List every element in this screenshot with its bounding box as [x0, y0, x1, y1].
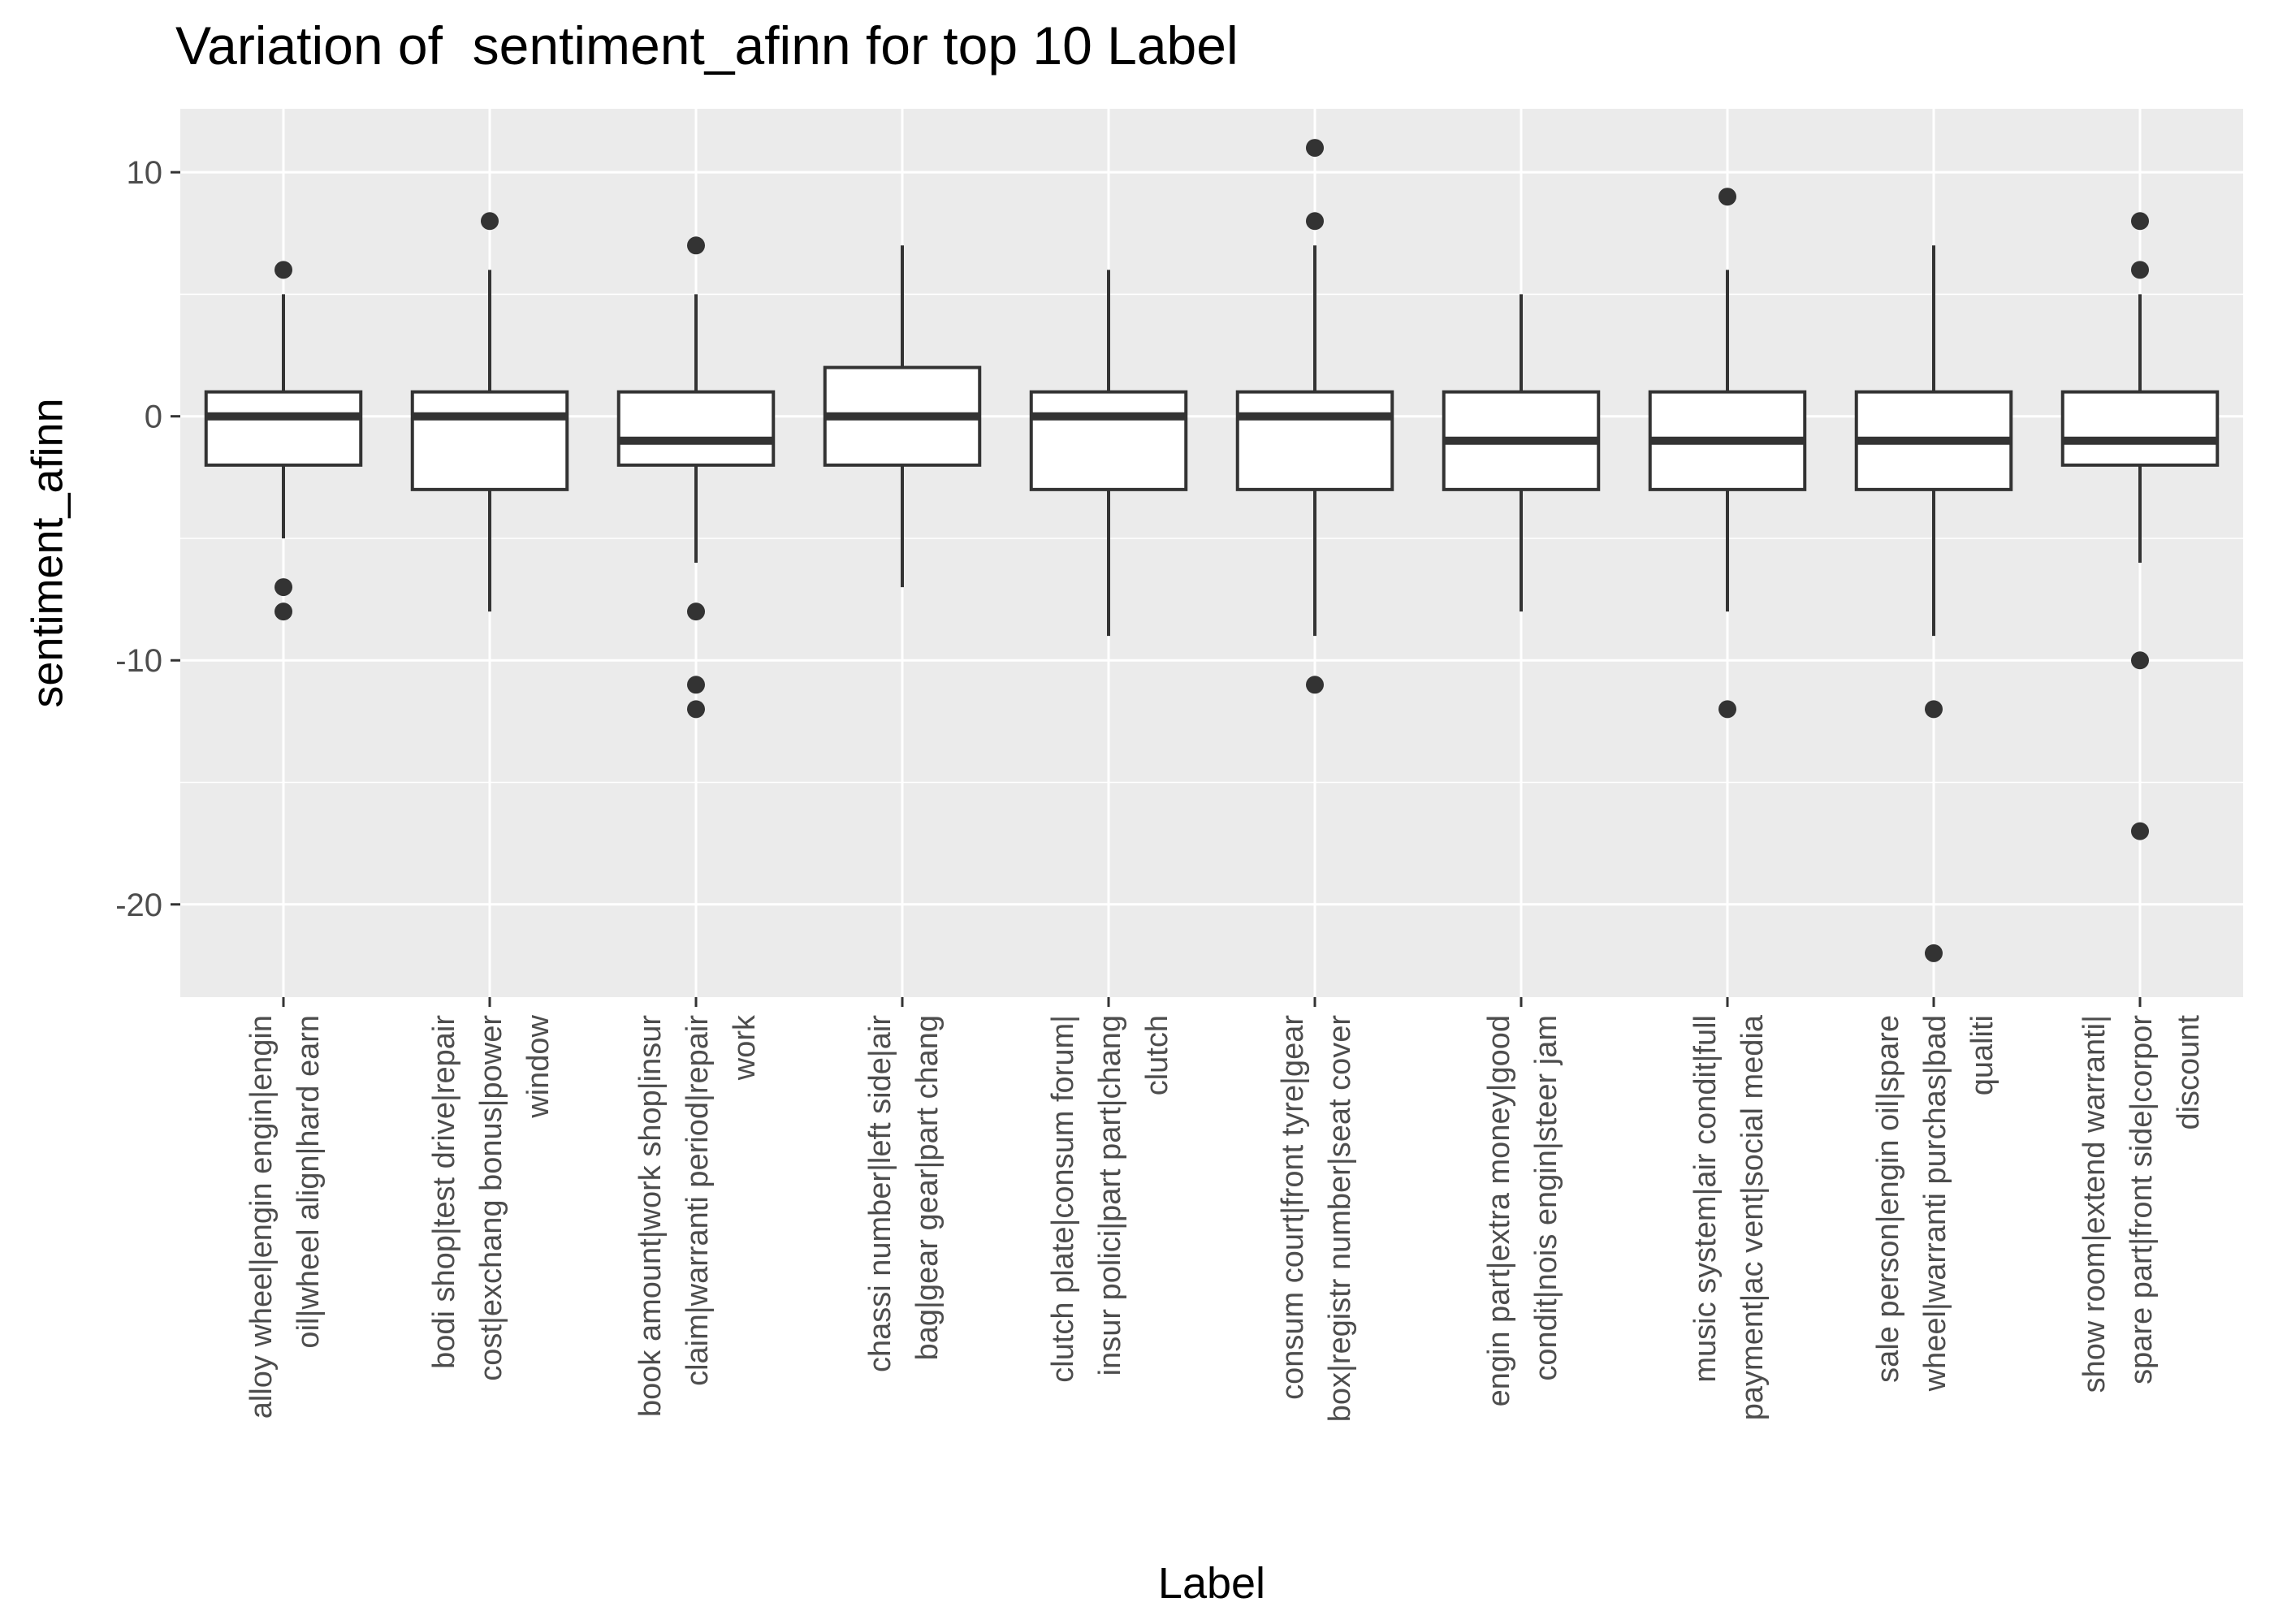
box-group: [823, 245, 982, 588]
box-group: [616, 236, 776, 719]
box: [2060, 390, 2220, 467]
outlier-point: [1718, 188, 1736, 206]
outlier-point: [1306, 676, 1324, 694]
box: [1029, 390, 1188, 491]
x-tick-label-line: work: [728, 1014, 762, 1081]
x-tick-label: clutch plate|consum forum| insur polici|p…: [1046, 1015, 1174, 1383]
x-tick-label-line: discount: [2172, 1015, 2206, 1130]
x-tick-label-line: alloy wheel|engin engin|engin: [244, 1015, 279, 1419]
x-tick-label-line: claim|warranti period|repair: [681, 1015, 715, 1386]
x-tick-label: engin part|extra money|good condit|nois e…: [1482, 1015, 1563, 1406]
box-group: [1029, 270, 1188, 637]
x-tick-label-line: chassi number|left side|air: [863, 1015, 897, 1372]
outlier-point: [687, 236, 705, 255]
outlier-point: [2131, 261, 2149, 279]
x-tick-label-line: cost|exchang bonus|power: [474, 1015, 508, 1381]
x-tick-label-line: clutch plate|consum forum|: [1046, 1015, 1080, 1383]
x-axis-title: Label: [1158, 1559, 1265, 1608]
x-tick-label-line: show room|extend warranti|: [2077, 1015, 2112, 1393]
x-tick-label-line: qualiti: [1965, 1015, 1999, 1095]
x-tick-label: alloy wheel|engin engin|engin oil|wheel a…: [244, 1015, 326, 1419]
x-tick-label: sale person|engin oil|spare wheel|warrant…: [1871, 1015, 1999, 1392]
chart-title: Variation of sentiment_afinn for top 10 …: [175, 15, 1239, 76]
outlier-point: [481, 212, 499, 231]
y-axis-ticks: 10 0 -10 -20: [115, 155, 180, 923]
x-tick-label-line: window: [521, 1014, 556, 1118]
box-group: [2060, 212, 2220, 840]
box: [1235, 390, 1394, 491]
outlier-point: [275, 261, 292, 279]
x-tick-label-line: payment|ac vent|social media: [1736, 1014, 1770, 1420]
y-axis-title: sentiment_afinn: [23, 398, 71, 707]
y-tick-label: 0: [145, 400, 162, 435]
outlier-point: [2131, 651, 2149, 670]
outlier-point: [2131, 212, 2149, 231]
outlier-point: [1306, 139, 1324, 158]
x-tick-label-line: engin part|extra money|good: [1482, 1015, 1516, 1406]
box: [410, 390, 569, 491]
outlier-point: [1306, 212, 1324, 231]
y-tick-label: -20: [115, 888, 162, 923]
outlier-point: [275, 603, 292, 621]
x-tick-label-line: consum court|front tyre|gear: [1276, 1015, 1310, 1400]
minor-gridlines: [180, 293, 2243, 784]
x-tick-label-line: condit|nois engin|steer jam: [1529, 1015, 1563, 1381]
box-group: [1442, 294, 1601, 612]
x-tick-label-line: bag|gear gear|part chang: [910, 1015, 945, 1360]
box: [204, 390, 363, 467]
x-tick-label: book amount|work shop|insur claim|warrant…: [633, 1014, 762, 1417]
outlier-point: [275, 578, 292, 597]
x-tick-label: show room|extend warranti| spare part|fro…: [2077, 1015, 2206, 1393]
outlier-point: [1925, 944, 1943, 962]
x-tick-label-line: book amount|work shop|insur: [633, 1015, 668, 1417]
outlier-point: [687, 603, 705, 621]
x-tick-label: bodi shop|test drive|repair cost|exchang …: [427, 1014, 556, 1380]
x-tick-label: chassi number|left side|air bag|gear gear…: [863, 1015, 945, 1372]
x-tick-label-line: box|registr number|seat cover: [1323, 1015, 1357, 1423]
x-tick-label: music system|air condit|full payment|ac v…: [1688, 1014, 1770, 1420]
x-tick-label: consum court|front tyre|gear box|registr …: [1276, 1015, 1357, 1423]
box: [616, 390, 776, 467]
x-tick-label-line: spare part|front side|corpor: [2125, 1015, 2159, 1384]
box-layer: [204, 139, 2220, 962]
outlier-point: [1718, 700, 1736, 719]
box-group: [204, 261, 363, 621]
plot-panel: [180, 109, 2243, 997]
x-tick-label-line: wheel|warranti purchas|bad: [1918, 1015, 1952, 1392]
x-tick-label-line: insur polici|part part|chang: [1093, 1015, 1127, 1376]
x-axis-ticks: alloy wheel|engin engin|engin oil|wheel a…: [244, 997, 2206, 1422]
box-group: [1854, 245, 2013, 962]
x-tick-label-line: bodi shop|test drive|repair: [427, 1015, 461, 1369]
x-tick-label-line: oil|wheel align|hard earn: [292, 1015, 326, 1349]
x-tick-label-line: sale person|engin oil|spare: [1871, 1015, 1905, 1383]
y-tick-label: -10: [115, 643, 162, 679]
x-tick-label-line: clutch: [1140, 1015, 1174, 1095]
outlier-point: [687, 700, 705, 719]
box-group: [1648, 188, 1807, 719]
outlier-point: [687, 676, 705, 694]
y-tick-label: 10: [127, 155, 163, 191]
x-tick-label-line: music system|air condit|full: [1688, 1015, 1723, 1383]
box-group: [1235, 139, 1394, 694]
outlier-point: [1925, 700, 1943, 719]
box-group: [410, 212, 569, 612]
outlier-point: [2131, 822, 2149, 840]
